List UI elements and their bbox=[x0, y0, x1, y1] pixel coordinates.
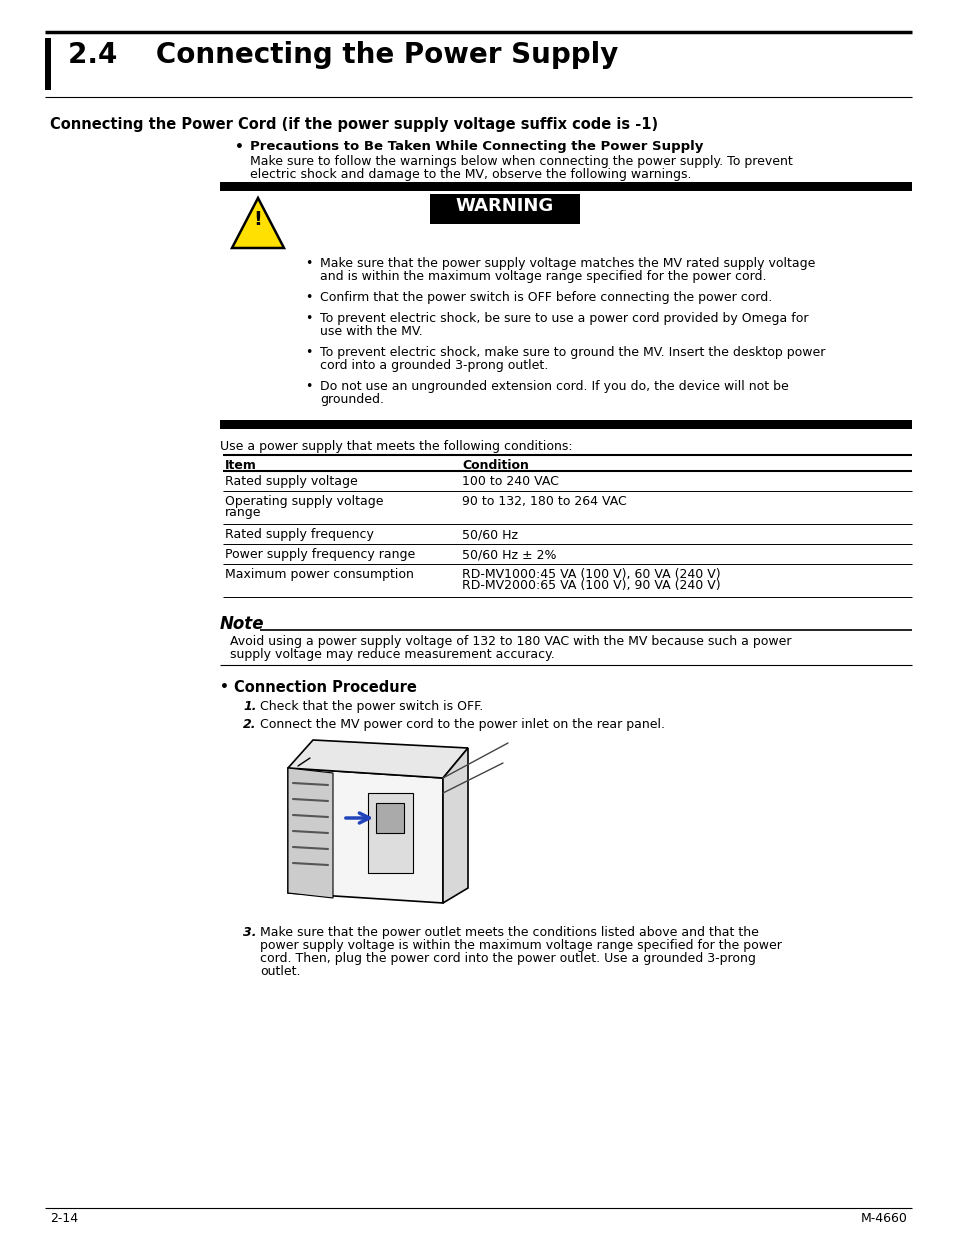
Text: Condition: Condition bbox=[461, 459, 528, 472]
Text: supply voltage may reduce measurement accuracy.: supply voltage may reduce measurement ac… bbox=[230, 648, 554, 661]
Text: 100 to 240 VAC: 100 to 240 VAC bbox=[461, 475, 558, 488]
Text: Connection Procedure: Connection Procedure bbox=[233, 680, 416, 695]
Text: cord into a grounded 3-prong outlet.: cord into a grounded 3-prong outlet. bbox=[319, 359, 548, 372]
Polygon shape bbox=[232, 198, 284, 248]
Text: •: • bbox=[305, 380, 312, 393]
Text: •: • bbox=[234, 140, 244, 154]
Text: Connect the MV power cord to the power inlet on the rear panel.: Connect the MV power cord to the power i… bbox=[260, 718, 664, 731]
Polygon shape bbox=[288, 768, 333, 898]
Text: WARNING: WARNING bbox=[456, 198, 554, 215]
Text: Precautions to Be Taken While Connecting the Power Supply: Precautions to Be Taken While Connecting… bbox=[250, 140, 702, 153]
Text: •: • bbox=[305, 346, 312, 359]
Text: cord. Then, plug the power cord into the power outlet. Use a grounded 3-prong: cord. Then, plug the power cord into the… bbox=[260, 952, 755, 965]
Text: range: range bbox=[225, 506, 261, 519]
Text: Do not use an ungrounded extension cord. If you do, the device will not be: Do not use an ungrounded extension cord.… bbox=[319, 380, 788, 393]
Text: electric shock and damage to the MV, observe the following warnings.: electric shock and damage to the MV, obs… bbox=[250, 168, 691, 182]
Text: Make sure to follow the warnings below when connecting the power supply. To prev: Make sure to follow the warnings below w… bbox=[250, 156, 792, 168]
Bar bbox=[45, 38, 51, 90]
Polygon shape bbox=[442, 748, 468, 903]
Text: and is within the maximum voltage range specified for the power cord.: and is within the maximum voltage range … bbox=[319, 270, 765, 283]
Text: Avoid using a power supply voltage of 132 to 180 VAC with the MV because such a : Avoid using a power supply voltage of 13… bbox=[230, 635, 791, 648]
Text: 2.: 2. bbox=[243, 718, 256, 731]
Polygon shape bbox=[288, 740, 468, 778]
Text: To prevent electric shock, make sure to ground the MV. Insert the desktop power: To prevent electric shock, make sure to … bbox=[319, 346, 824, 359]
Text: •: • bbox=[305, 257, 312, 270]
Text: Operating supply voltage: Operating supply voltage bbox=[225, 495, 383, 508]
Text: outlet.: outlet. bbox=[260, 965, 300, 978]
Bar bbox=[375, 803, 403, 832]
Text: Maximum power consumption: Maximum power consumption bbox=[225, 568, 414, 580]
Text: M-4660: M-4660 bbox=[861, 1212, 907, 1225]
Text: To prevent electric shock, be sure to use a power cord provided by Omega for: To prevent electric shock, be sure to us… bbox=[319, 312, 807, 325]
Text: •: • bbox=[305, 291, 312, 304]
Text: !: ! bbox=[253, 210, 262, 228]
Bar bbox=[220, 182, 911, 191]
Text: 1.: 1. bbox=[243, 700, 256, 713]
Text: 50/60 Hz ± 2%: 50/60 Hz ± 2% bbox=[461, 548, 556, 561]
Text: Connecting the Power Cord (if the power supply voltage suffix code is -1): Connecting the Power Cord (if the power … bbox=[50, 117, 658, 132]
Text: Rated supply frequency: Rated supply frequency bbox=[225, 529, 374, 541]
Text: •: • bbox=[220, 680, 229, 694]
Text: •: • bbox=[305, 312, 312, 325]
Bar bbox=[368, 793, 413, 873]
Text: 3.: 3. bbox=[243, 926, 256, 939]
Text: Use a power supply that meets the following conditions:: Use a power supply that meets the follow… bbox=[220, 440, 572, 453]
Text: use with the MV.: use with the MV. bbox=[319, 325, 422, 338]
Text: 2.4    Connecting the Power Supply: 2.4 Connecting the Power Supply bbox=[68, 41, 618, 69]
Text: 90 to 132, 180 to 264 VAC: 90 to 132, 180 to 264 VAC bbox=[461, 495, 626, 508]
Bar bbox=[430, 194, 579, 224]
Text: Rated supply voltage: Rated supply voltage bbox=[225, 475, 357, 488]
Polygon shape bbox=[288, 768, 442, 903]
Text: grounded.: grounded. bbox=[319, 393, 384, 406]
Text: Note: Note bbox=[220, 615, 264, 634]
Bar bbox=[220, 420, 911, 429]
Text: Make sure that the power supply voltage matches the MV rated supply voltage: Make sure that the power supply voltage … bbox=[319, 257, 815, 270]
Text: RD-MV2000:65 VA (100 V), 90 VA (240 V): RD-MV2000:65 VA (100 V), 90 VA (240 V) bbox=[461, 579, 720, 592]
Text: RD-MV1000:45 VA (100 V), 60 VA (240 V): RD-MV1000:45 VA (100 V), 60 VA (240 V) bbox=[461, 568, 720, 580]
Text: Check that the power switch is OFF.: Check that the power switch is OFF. bbox=[260, 700, 483, 713]
Text: power supply voltage is within the maximum voltage range specified for the power: power supply voltage is within the maxim… bbox=[260, 939, 781, 952]
Text: Confirm that the power switch is OFF before connecting the power cord.: Confirm that the power switch is OFF bef… bbox=[319, 291, 771, 304]
Text: 2-14: 2-14 bbox=[50, 1212, 78, 1225]
Text: Make sure that the power outlet meets the conditions listed above and that the: Make sure that the power outlet meets th… bbox=[260, 926, 758, 939]
Text: 50/60 Hz: 50/60 Hz bbox=[461, 529, 517, 541]
Text: Item: Item bbox=[225, 459, 256, 472]
Text: Power supply frequency range: Power supply frequency range bbox=[225, 548, 415, 561]
